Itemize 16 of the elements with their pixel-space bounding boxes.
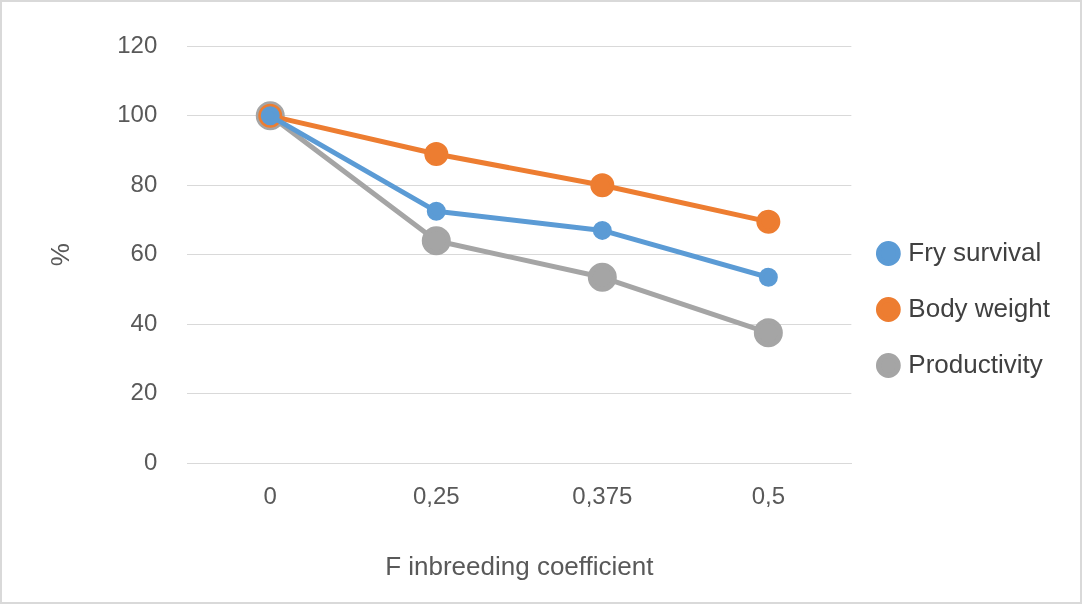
- x-tick-label: 0,5: [751, 482, 786, 510]
- legend-label: Body weight: [908, 292, 1051, 323]
- x-tick-label: 0,25: [412, 482, 460, 510]
- x-tick-label: 0: [263, 482, 277, 510]
- x-axis-title: F inbreeding coefficient: [385, 550, 655, 581]
- y-tick-label: 80: [130, 169, 158, 197]
- y-axis-title: %: [44, 243, 75, 267]
- legend-label: Fry survival: [908, 236, 1042, 267]
- y-tick-label: 0: [143, 447, 158, 475]
- y-tick-label: 20: [130, 378, 158, 406]
- y-tick-label: 60: [130, 239, 158, 267]
- legend-label: Productivity: [908, 348, 1043, 379]
- x-tick-label: 0,375: [572, 482, 633, 510]
- y-tick-label: 40: [130, 308, 158, 336]
- y-tick-label: 120: [117, 31, 158, 59]
- y-tick-label: 100: [117, 100, 158, 128]
